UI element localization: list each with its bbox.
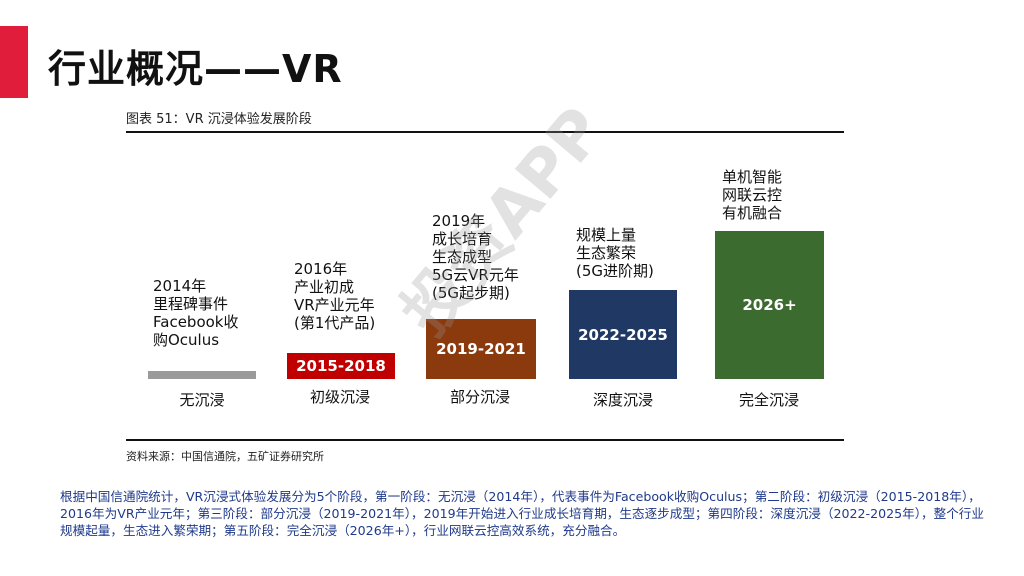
stage-3-desc-line: (5G起步期) [432,284,510,302]
figure-caption: 图表 51：VR 沉浸体验发展阶段 [126,112,312,127]
page-title: 行业概况——VR [48,47,343,91]
stage-5-label: 完全沉浸 [738,391,799,409]
stage-3-desc-line: 2019年 [432,212,486,230]
stage-2-desc-line: (第1代产品) [294,314,376,332]
stage-3-label: 部分沉浸 [449,388,510,406]
stage-3-description: 2019年 成长培育 生态成型 5G云VR元年 (5G起步期) [432,212,519,302]
stage-5-bar: 2026+ [715,231,824,379]
stage-4-desc-line: (5G进阶期) [576,262,654,280]
stage-4-bar: 2022-2025 [569,290,677,379]
stage-4-description: 规模上量 生态繁荣 (5G进阶期) [576,226,654,280]
stage-5-desc-line: 单机智能 [722,168,783,186]
stage-5-desc-line: 有机融合 [722,204,783,222]
stage-2-desc-line: 2016年 [294,260,348,278]
figure-source: 资料来源：中国信通院，五矿证券研究所 [126,450,324,463]
stage-3-bar: 2019-2021 [426,319,536,379]
stage-1-desc-line: Facebook收 [153,313,239,331]
summary-paragraph: 根据中国信通院统计，VR沉浸式体验发展分为5个阶段，第一阶段：无沉浸（2014年… [60,489,984,538]
stage-3-desc-line: 生态成型 [432,248,493,266]
stage-5-description: 单机智能 网联云控 有机融合 [722,168,782,222]
stage-2-description: 2016年 产业初成 VR产业元年 (第1代产品) [294,260,375,332]
stage-2-desc-line: 产业初成 [294,278,355,296]
stage-1-desc-line: 里程碑事件 [153,295,229,313]
stage-2-desc-line: VR产业元年 [294,296,375,314]
stage-3-desc-line: 5G云VR元年 [432,266,519,284]
stage-2-bar: 2015-2018 [287,353,395,379]
stage-5-bar-text: 2026+ [742,296,797,314]
figure-top-rule [126,131,844,133]
stage-4-desc-line: 生态繁荣 [576,244,637,262]
stage-4-desc-line: 规模上量 [576,226,637,244]
stage-1-label: 无沉浸 [179,391,225,409]
accent-bar [0,26,28,98]
stage-1-description: 2014年 里程碑事件 Facebook收 购Oculus [153,277,238,349]
stage-4-bar-text: 2022-2025 [578,325,668,344]
stage-1-bar [148,371,256,379]
stage-3-bar-text: 2019-2021 [436,340,526,358]
stage-5-desc-line: 网联云控 [722,186,783,204]
figure-bottom-rule [126,439,844,441]
stage-1-desc-line: 2014年 [153,277,207,295]
stage-2-bar-text: 2015-2018 [296,357,386,375]
stage-2-label: 初级沉浸 [309,388,370,406]
stage-1-desc-line: 购Oculus [153,331,220,349]
stage-3-desc-line: 成长培育 [432,230,493,248]
stage-4-label: 深度沉浸 [592,391,653,409]
